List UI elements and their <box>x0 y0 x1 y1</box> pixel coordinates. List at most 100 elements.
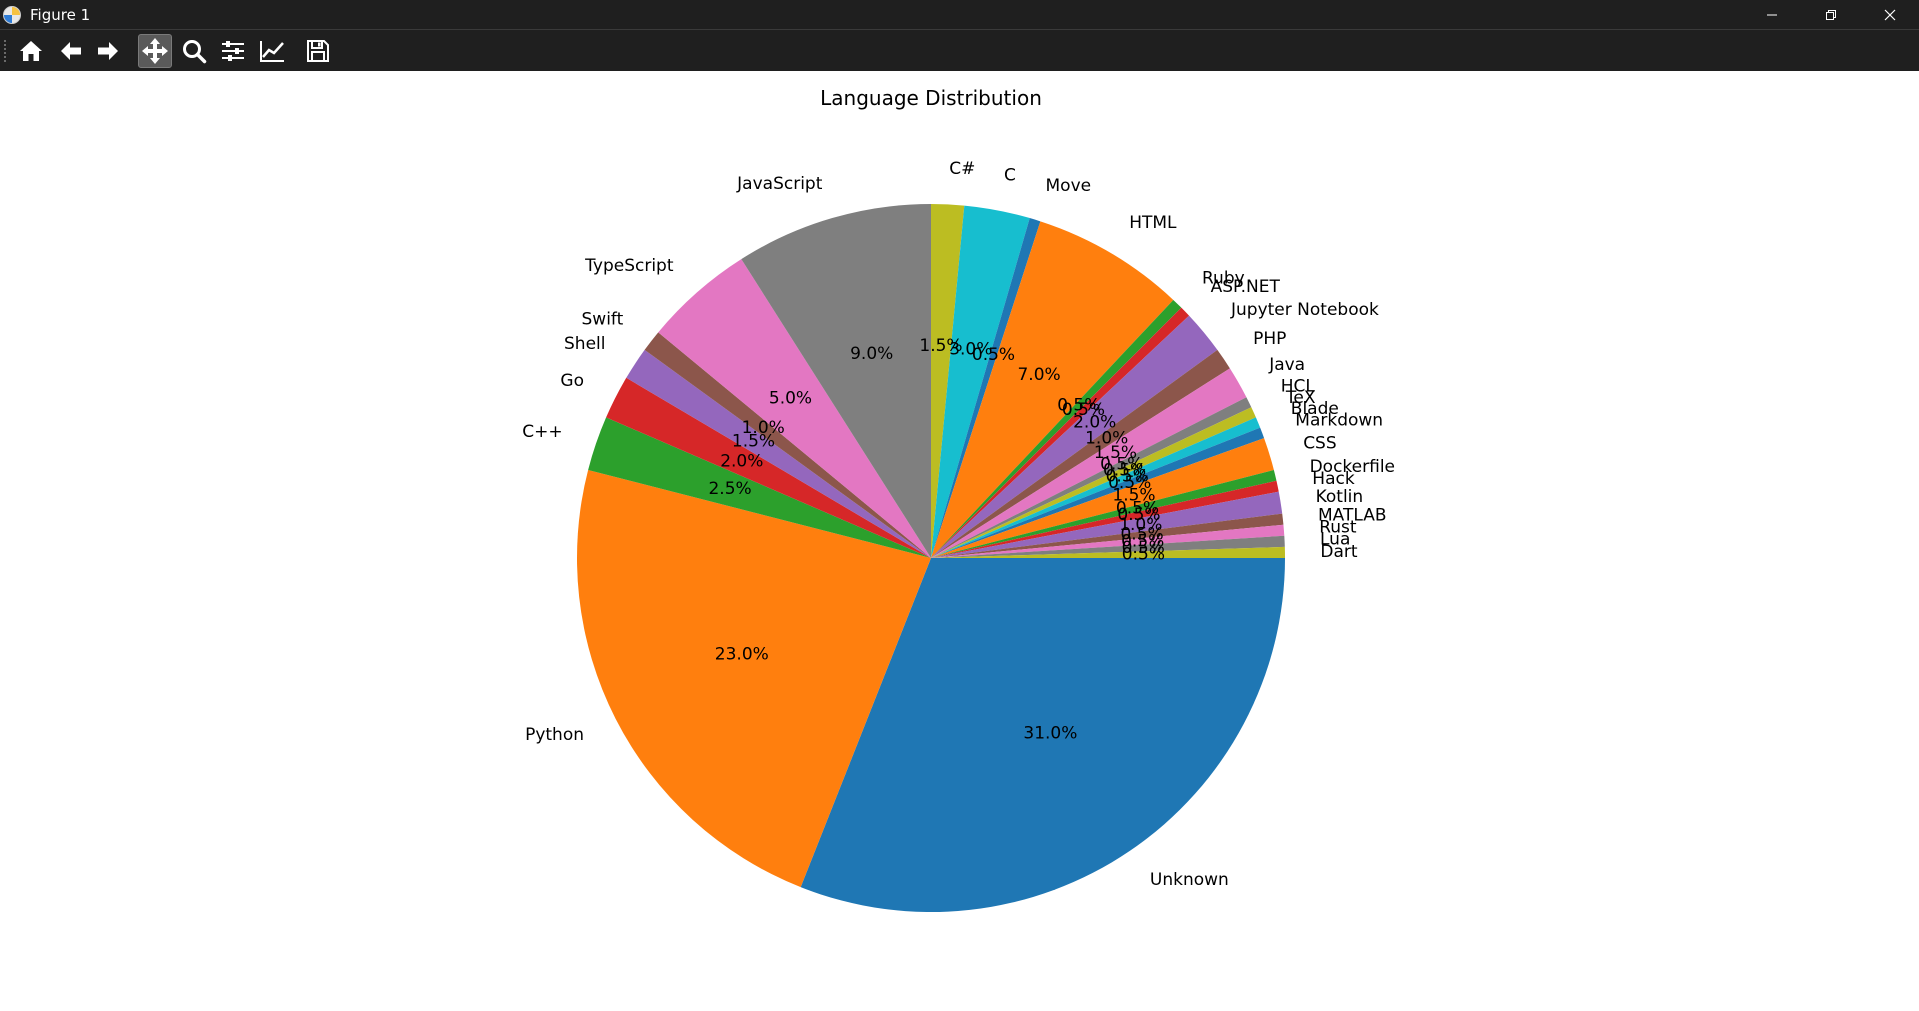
window-controls <box>1742 0 1919 29</box>
slice-percent-blade: 0.5% <box>1106 467 1149 487</box>
slice-label-blade: Blade <box>1291 399 1339 419</box>
navigation-toolbar <box>0 29 1919 71</box>
pie-slice-c <box>588 417 931 558</box>
figure-canvas[interactable]: Language Distribution Unknown Python C++ Go… <box>0 71 1919 1011</box>
slice-label-asp-net: ASP.NET <box>1211 277 1281 297</box>
slice-percent-lua: 0.5% <box>1122 538 1165 558</box>
minimize-icon <box>1766 14 1777 15</box>
slice-label-markdown: Markdown <box>1295 410 1383 430</box>
pie-slice-swift <box>644 332 931 558</box>
pie-slice-php <box>931 349 1230 558</box>
slice-label-swift: Swift <box>582 309 624 329</box>
pie-slice-kotlin <box>931 491 1283 558</box>
pie-slice-lua <box>931 535 1285 558</box>
pie-slice-move <box>931 218 1041 558</box>
pie-slice-rust <box>931 524 1285 558</box>
slice-label-hack: Hack <box>1312 469 1355 489</box>
slice-label-python: Python <box>525 725 584 745</box>
pan-button[interactable] <box>138 34 172 68</box>
slice-percent-hcl: 0.5% <box>1100 455 1143 475</box>
slice-percent-tex: 0.5% <box>1103 461 1146 481</box>
slice-label-hcl: HCL <box>1281 377 1316 397</box>
pie-slice-dockerfile <box>931 469 1277 558</box>
back-button[interactable] <box>54 34 88 68</box>
slice-label-matlab: MATLAB <box>1318 505 1387 525</box>
slice-percent-asp-net: 0.5% <box>1062 400 1105 420</box>
slice-label-css: CSS <box>1303 434 1336 454</box>
pie-slice-tex <box>931 407 1256 558</box>
close-button[interactable] <box>1860 0 1919 29</box>
pie-slice-c <box>931 205 1030 558</box>
edit-axis-button[interactable] <box>255 34 289 68</box>
slice-percent-php: 1.0% <box>1085 429 1128 449</box>
slice-label-dart: Dart <box>1320 542 1357 562</box>
slice-label-rust: Rust <box>1319 517 1357 537</box>
slice-label-typescript: TypeScript <box>584 256 674 276</box>
forward-button[interactable] <box>91 34 125 68</box>
slice-label-html: HTML <box>1129 213 1177 233</box>
move-icon <box>142 38 168 64</box>
slice-percent-c: 1.5% <box>919 336 962 356</box>
slice-percent-ruby: 0.5% <box>1057 396 1100 416</box>
slice-label-javascript: JavaScript <box>736 174 823 194</box>
line-chart-icon <box>260 41 284 62</box>
slice-percent-css: 1.5% <box>1112 486 1155 506</box>
slice-label-move: Move <box>1046 176 1092 196</box>
chart-title: Language Distribution <box>820 86 1042 110</box>
magnifier-icon <box>183 40 207 64</box>
pie-slice-typescript <box>658 259 931 558</box>
slice-percent-unknown: 31.0% <box>1023 724 1077 744</box>
pie-slice-hcl <box>931 397 1252 558</box>
slice-label-c: C# <box>949 159 975 179</box>
pie-percent-labels: 31.0%23.0%2.5%2.0%1.5%1.0%5.0%9.0% 1.5%3.… <box>708 336 1165 744</box>
pie-slice-markdown <box>931 427 1265 558</box>
slice-label-dockerfile: Dockerfile <box>1310 457 1395 477</box>
slice-percent-c: 2.5% <box>708 479 751 499</box>
home-button[interactable] <box>14 34 48 68</box>
restore-icon <box>1825 9 1836 20</box>
pie-slice-css <box>931 438 1274 558</box>
slice-percent-move: 0.5% <box>972 345 1015 365</box>
slice-label-php: PHP <box>1253 329 1286 349</box>
slice-label-tex: TeX <box>1285 388 1316 408</box>
slice-percent-c: 3.0% <box>949 339 992 359</box>
pie-slice-html <box>931 221 1174 558</box>
toolbar-grip[interactable] <box>4 40 6 64</box>
pie-slice-matlab <box>931 513 1284 558</box>
save-button[interactable] <box>301 34 335 68</box>
pie-slice-java <box>931 368 1247 558</box>
pie-slice-go <box>606 377 931 558</box>
slice-percent-java: 1.5% <box>1094 443 1137 463</box>
slice-percent-swift: 1.0% <box>742 418 785 438</box>
pie-slice-dart <box>931 546 1286 558</box>
slice-percent-dart: 0.5% <box>1122 545 1165 565</box>
pie-slice-c <box>931 204 965 558</box>
slice-label-shell: Shell <box>564 334 605 354</box>
matplotlib-logo-icon <box>3 5 21 24</box>
configure-subplots-button[interactable] <box>216 34 250 68</box>
pie-slice-asp-net <box>931 307 1190 558</box>
sliders-icon <box>222 41 244 61</box>
slice-label-kotlin: Kotlin <box>1316 487 1364 507</box>
slice-percent-hack: 0.5% <box>1117 505 1160 525</box>
slice-percent-typescript: 5.0% <box>769 389 812 409</box>
slice-label-ruby: Ruby <box>1202 268 1245 288</box>
pie-chart: Language Distribution Unknown Python C++ Go… <box>522 86 1395 913</box>
slice-percent-dockerfile: 0.5% <box>1116 498 1159 518</box>
slice-percent-go: 2.0% <box>720 452 763 472</box>
zoom-button[interactable] <box>177 34 211 68</box>
pie-slice-hack <box>931 480 1279 558</box>
slice-percent-python: 23.0% <box>715 644 769 664</box>
slice-label-java: Java <box>1268 355 1305 375</box>
pie-slice-javascript <box>741 204 931 558</box>
slice-percent-html: 7.0% <box>1017 365 1060 385</box>
slice-percent-markdown: 0.5% <box>1108 473 1151 493</box>
arrow-right-icon <box>98 42 118 60</box>
arrow-left-icon <box>61 42 81 60</box>
window-title: Figure 1 <box>30 5 91 24</box>
restore-button[interactable] <box>1801 0 1860 29</box>
window-titlebar: Figure 1 <box>0 0 1919 29</box>
minimize-button[interactable] <box>1742 0 1801 29</box>
slice-label-c: C++ <box>522 422 562 442</box>
pie-slice-python <box>576 469 931 888</box>
